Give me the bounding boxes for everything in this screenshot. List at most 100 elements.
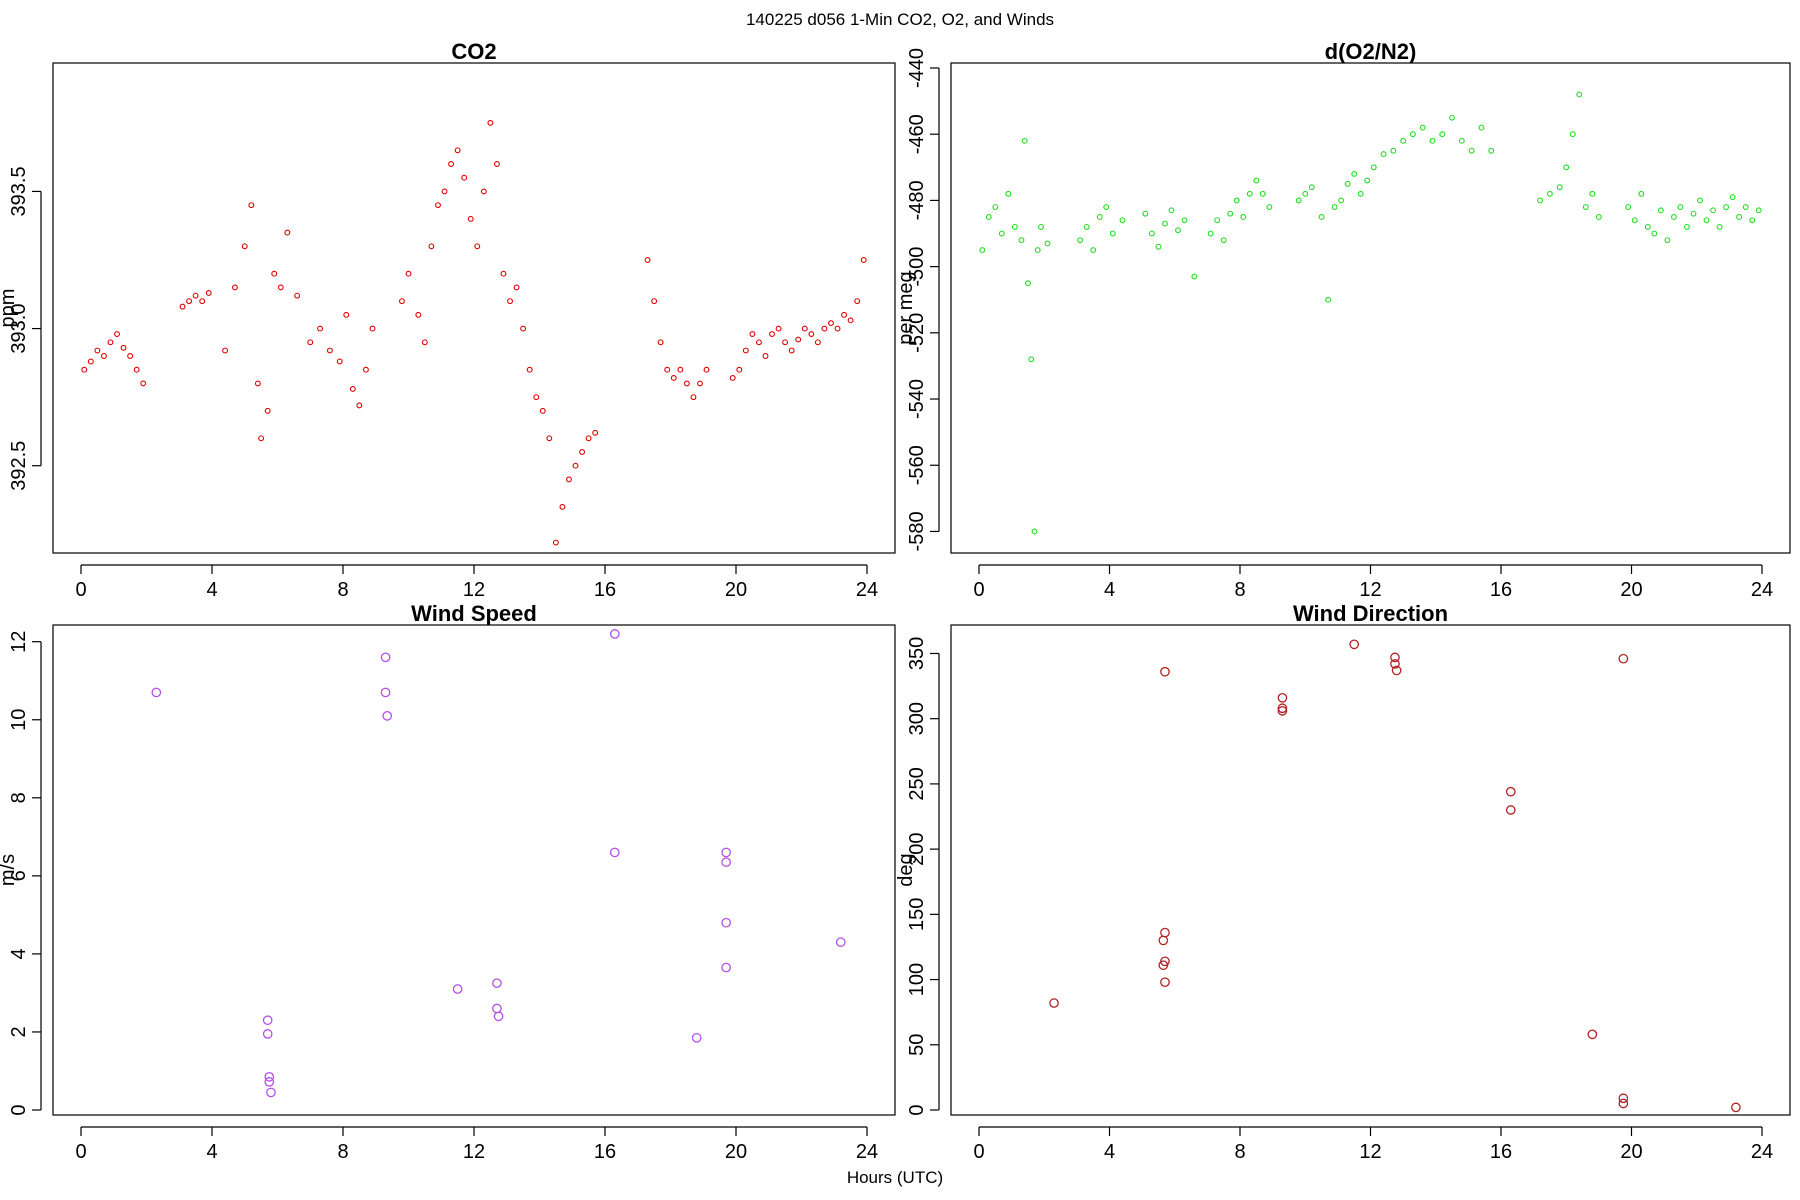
co2-data-point bbox=[808, 331, 815, 338]
co2-data-point bbox=[369, 325, 376, 332]
co2-data-point bbox=[349, 385, 356, 392]
co2-data-point bbox=[533, 394, 540, 401]
wind_direction-data-point bbox=[1160, 666, 1170, 677]
o2-y-tick-label: -440 bbox=[906, 48, 928, 88]
co2-data-point bbox=[755, 339, 762, 346]
wind_direction-title: Wind Direction bbox=[1293, 601, 1448, 626]
wind_direction-x-tick-label: 12 bbox=[1359, 1141, 1381, 1163]
co2-data-point bbox=[539, 407, 546, 414]
o2-data-point bbox=[1109, 230, 1116, 237]
wind_speed-data-point bbox=[609, 847, 620, 858]
wind_direction-x-tick-label: 4 bbox=[1104, 1141, 1115, 1163]
co2-data-point bbox=[114, 331, 120, 338]
co2-data-point bbox=[697, 380, 703, 387]
wind_speed-y-tick-label: 12 bbox=[8, 631, 30, 653]
wind_direction-data-point bbox=[1158, 960, 1169, 971]
co2-data-point bbox=[742, 347, 749, 354]
co2-data-point bbox=[769, 331, 775, 338]
o2-data-point bbox=[1742, 204, 1749, 210]
wind_speed-x-tick-label: 8 bbox=[337, 1141, 348, 1163]
co2-data-point bbox=[343, 311, 350, 318]
co2-data-point bbox=[199, 298, 206, 305]
wind_speed-data-point bbox=[721, 917, 732, 928]
wind_speed-data-point bbox=[609, 629, 620, 639]
o2-data-point bbox=[1103, 204, 1110, 210]
co2-data-point bbox=[520, 325, 527, 332]
wind_speed-data-point bbox=[691, 1032, 702, 1043]
o2-data-point bbox=[1664, 237, 1671, 244]
o2-data-point bbox=[1729, 194, 1736, 201]
wind_speed-y-tick-label: 6 bbox=[8, 870, 30, 881]
o2-y-tick-label: -500 bbox=[906, 247, 928, 287]
o2-data-point bbox=[1657, 207, 1664, 214]
co2-data-point bbox=[284, 229, 291, 236]
co2-data-point bbox=[205, 289, 212, 296]
o2-data-point bbox=[1351, 170, 1358, 177]
o2-data-point bbox=[1168, 207, 1175, 214]
wind_direction-y-tick-label: 250 bbox=[906, 767, 928, 800]
o2-data-point bbox=[985, 214, 992, 220]
co2-data-point bbox=[821, 325, 828, 332]
o2-data-point bbox=[1338, 197, 1345, 204]
o2-data-point bbox=[1191, 273, 1198, 280]
co2-data-point bbox=[258, 435, 265, 442]
co2-data-point bbox=[140, 380, 147, 387]
o2-data-point bbox=[1364, 177, 1371, 184]
co2-data-point bbox=[579, 449, 586, 455]
o2-data-point bbox=[1142, 210, 1149, 217]
o2-data-point bbox=[1155, 243, 1162, 250]
o2-data-point bbox=[1021, 137, 1028, 144]
co2-x-tick-label: 16 bbox=[594, 579, 616, 601]
o2-x-tick-label: 16 bbox=[1490, 579, 1512, 601]
wind_direction-y-tick-label: 0 bbox=[906, 1104, 928, 1115]
o2-data-point bbox=[1227, 210, 1234, 217]
o2-data-point bbox=[1357, 190, 1364, 197]
o2-data-point bbox=[1175, 227, 1181, 234]
wind_direction-data-point bbox=[1160, 927, 1170, 938]
co2-data-point bbox=[87, 358, 94, 365]
o2-data-point bbox=[1308, 184, 1315, 191]
co2-data-point bbox=[828, 320, 834, 327]
o2-data-point bbox=[1302, 190, 1309, 197]
co2-data-point bbox=[186, 298, 193, 305]
co2-data-point bbox=[317, 325, 324, 332]
o2-data-point bbox=[1563, 164, 1570, 171]
wind_speed-y-tick-label: 0 bbox=[8, 1104, 30, 1115]
co2-data-point bbox=[841, 311, 848, 318]
wind_direction-data-point bbox=[1390, 659, 1400, 669]
o2-data-point bbox=[1031, 528, 1038, 535]
o2-y-tick-label: -480 bbox=[906, 180, 928, 220]
co2-data-point bbox=[179, 303, 186, 310]
o2-data-point bbox=[1044, 240, 1051, 247]
o2-data-point bbox=[979, 247, 986, 254]
co2-data-point bbox=[120, 344, 127, 351]
figure-xlabel: Hours (UTC) bbox=[847, 1168, 943, 1187]
o2-data-point bbox=[1677, 204, 1684, 210]
wind_direction-x-tick-label: 8 bbox=[1234, 1141, 1245, 1163]
co2-data-point bbox=[271, 270, 278, 277]
o2-data-point bbox=[1556, 184, 1563, 191]
wind_speed-data-point bbox=[721, 847, 732, 858]
o2-data-point bbox=[1755, 207, 1762, 214]
co2-data-point bbox=[241, 243, 248, 250]
o2-data-point bbox=[1331, 204, 1338, 210]
o2-data-point bbox=[1625, 204, 1632, 210]
co2-data-point bbox=[480, 188, 487, 195]
co2-data-point bbox=[782, 339, 789, 346]
co2-data-point bbox=[736, 366, 743, 373]
co2-y-tick-label: 393.0 bbox=[8, 304, 30, 354]
co2-x-tick-label: 0 bbox=[75, 579, 86, 601]
o2-data-point bbox=[998, 230, 1005, 237]
wind_direction-y-tick-label: 300 bbox=[906, 702, 928, 735]
co2-data-point bbox=[326, 347, 333, 354]
o2-data-point bbox=[1419, 124, 1426, 131]
wind_direction-x-tick-label: 20 bbox=[1620, 1141, 1642, 1163]
co2-data-point bbox=[487, 119, 494, 126]
co2-data-point bbox=[133, 366, 140, 373]
co2-data-point bbox=[585, 435, 592, 442]
co2-data-point bbox=[435, 202, 441, 209]
o2-data-point bbox=[1488, 147, 1495, 154]
o2-data-point bbox=[1589, 190, 1596, 197]
co2-data-point bbox=[657, 339, 664, 346]
